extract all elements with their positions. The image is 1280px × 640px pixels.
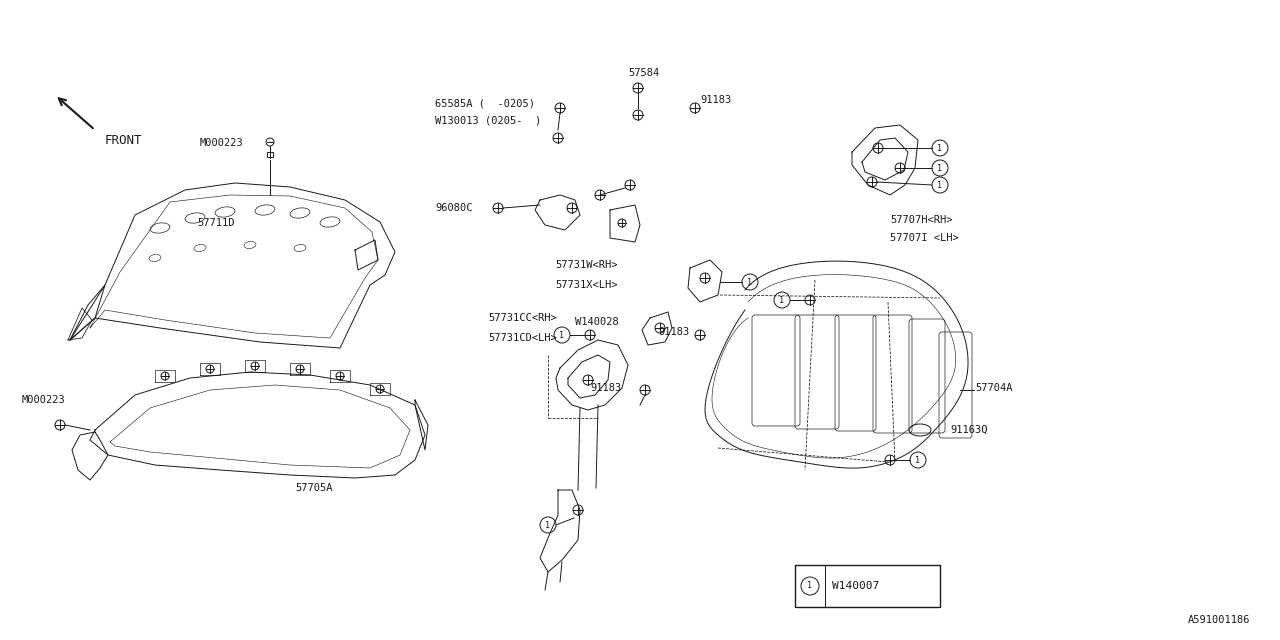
Text: W140007: W140007 [832, 581, 879, 591]
Text: 1: 1 [808, 582, 813, 591]
Text: 57704A: 57704A [975, 383, 1012, 393]
Text: 65585A (  -0205): 65585A ( -0205) [435, 98, 535, 108]
Text: 1: 1 [748, 278, 753, 287]
Text: 57707H<RH>: 57707H<RH> [890, 215, 952, 225]
Text: 96080C: 96080C [435, 203, 472, 213]
Text: 57705A: 57705A [294, 483, 333, 493]
Text: 1: 1 [937, 180, 942, 189]
Text: 1: 1 [559, 330, 564, 339]
Text: 57731CD<LH>: 57731CD<LH> [488, 333, 557, 343]
Text: 1: 1 [915, 456, 920, 465]
Bar [268, 152, 273, 157]
Text: 57711D: 57711D [197, 218, 234, 228]
Text: 57731X<LH>: 57731X<LH> [556, 280, 617, 290]
Text: 1: 1 [937, 163, 942, 173]
Text: 91183: 91183 [700, 95, 731, 105]
Text: FRONT: FRONT [105, 134, 142, 147]
Text: W130013 (0205-  ): W130013 (0205- ) [435, 115, 541, 125]
Text: 1: 1 [780, 296, 785, 305]
Text: 91163Q: 91163Q [950, 425, 987, 435]
Text: 1: 1 [937, 143, 942, 152]
Text: M000223: M000223 [22, 395, 65, 405]
Text: M000223: M000223 [200, 138, 243, 148]
Text: 91183: 91183 [658, 327, 689, 337]
Text: 57731CC<RH>: 57731CC<RH> [488, 313, 557, 323]
Text: A591001186: A591001186 [1188, 615, 1251, 625]
Text: 57707I <LH>: 57707I <LH> [890, 233, 959, 243]
Text: W140028: W140028 [575, 317, 618, 327]
Text: 1: 1 [545, 520, 550, 529]
Text: 91183: 91183 [590, 383, 621, 393]
Text: 57584: 57584 [628, 68, 659, 78]
Text: 57731W<RH>: 57731W<RH> [556, 260, 617, 270]
Bar [795, 565, 940, 607]
